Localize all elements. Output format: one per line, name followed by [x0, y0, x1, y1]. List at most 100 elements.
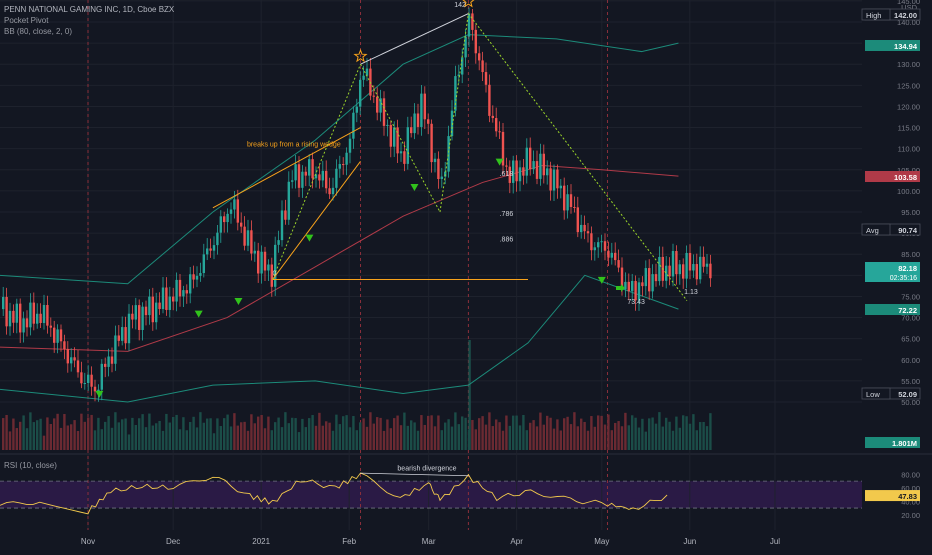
volume-bar — [291, 417, 294, 450]
volume-bar — [631, 415, 634, 450]
volume-bar — [308, 418, 311, 450]
candle-body — [410, 127, 413, 134]
candle-body — [233, 199, 236, 210]
volume-bar — [583, 421, 586, 450]
candle-body — [46, 304, 49, 326]
candle-body — [688, 252, 692, 271]
candle-body — [236, 199, 239, 223]
candle-body — [304, 171, 307, 176]
down-triangle-icon — [95, 390, 104, 398]
candle-body — [270, 264, 273, 287]
volume-bar — [127, 434, 131, 450]
volume-bar — [515, 415, 518, 450]
candle-body — [121, 327, 124, 341]
volume-bar — [406, 425, 409, 450]
candle-body — [182, 290, 185, 297]
candle-body — [484, 72, 488, 85]
candle-body — [379, 98, 382, 113]
rsi-legend[interactable]: RSI (10, close) — [4, 461, 57, 470]
candle-body — [399, 151, 403, 154]
candle-body — [641, 282, 644, 287]
candle-body — [151, 296, 154, 323]
volume-bar — [488, 412, 491, 450]
candle-body — [260, 251, 263, 274]
candle-body — [573, 207, 576, 209]
volume-bar — [263, 428, 267, 450]
volume-bar — [29, 412, 32, 450]
candle-body — [501, 131, 505, 166]
volume-bar — [600, 415, 603, 450]
volume-bar — [593, 426, 596, 450]
rsi-tick-label: 60.00 — [901, 484, 920, 493]
volume-bar — [189, 422, 192, 450]
indicator-pocket-pivot[interactable]: Pocket Pivot — [4, 16, 49, 25]
candle-body — [552, 169, 556, 191]
volume-bar — [345, 415, 348, 450]
chart-annotation-label: 1.13 — [684, 289, 698, 296]
volume-bar — [46, 417, 49, 450]
candle-body — [403, 151, 406, 164]
volume-bar — [314, 425, 318, 450]
volume-bar — [270, 430, 273, 450]
price-tag-label: Avg — [866, 226, 879, 235]
candle-body — [36, 313, 39, 324]
volume-bar — [566, 416, 569, 450]
candle-body — [406, 127, 409, 164]
candle-body — [692, 264, 695, 271]
price-tag-box — [865, 437, 920, 448]
candle-body — [161, 287, 165, 310]
candle-body — [376, 96, 379, 113]
candle-body — [131, 313, 134, 320]
volume-bar — [491, 426, 494, 450]
volume-bar — [49, 423, 52, 450]
indicator-bollinger-bands[interactable]: BB (80, close, 2, 0) — [4, 27, 73, 36]
volume-bar — [32, 422, 35, 450]
symbol-title[interactable]: PENN NATIONAL GAMING INC, 1D, Cboe BZX — [4, 5, 175, 14]
volume-bar — [352, 416, 355, 450]
candle-body — [15, 303, 18, 323]
price-tag-value: 52.09 — [898, 390, 917, 399]
volume-bar — [365, 426, 369, 450]
candle-body — [134, 305, 137, 320]
volume-bar — [59, 427, 63, 450]
candle-body — [104, 363, 107, 367]
candle-body — [365, 68, 369, 76]
price-tag-value: 103.58 — [894, 173, 917, 182]
volume-bar — [529, 422, 532, 450]
y-tick-label: 95.00 — [901, 208, 920, 217]
candle-body — [416, 113, 420, 127]
y-tick-label: 55.00 — [901, 377, 920, 386]
candle-body — [291, 180, 294, 182]
volume-bar — [36, 420, 39, 450]
volume-bar — [627, 425, 630, 450]
volume-bar — [5, 414, 8, 450]
volume-bar — [481, 416, 484, 450]
volume-bar — [216, 418, 219, 450]
candle-body — [515, 160, 518, 182]
candle-body — [311, 159, 314, 179]
candle-body — [158, 302, 161, 310]
candle-body — [413, 113, 416, 134]
volume-bar — [423, 424, 426, 450]
volume-bar — [535, 426, 539, 450]
candle-body — [542, 153, 545, 176]
volume-bar — [709, 413, 712, 450]
currency-label: USD — [901, 3, 917, 12]
peak-connector-line — [360, 13, 469, 65]
candle-body — [593, 247, 596, 251]
candle-body — [216, 232, 219, 246]
volume-bar — [678, 427, 681, 450]
candle-body — [219, 216, 222, 233]
volume-bar — [124, 418, 127, 450]
volume-bar — [8, 431, 12, 450]
candle-body — [297, 164, 301, 188]
divergence-line — [360, 472, 469, 477]
volume-bar — [440, 430, 443, 450]
candle-body — [155, 302, 158, 323]
volume-bar — [144, 427, 148, 450]
chart-annotation-label: 0 — [273, 270, 277, 277]
fib-line — [467, 13, 688, 301]
volume-bar — [471, 419, 474, 450]
